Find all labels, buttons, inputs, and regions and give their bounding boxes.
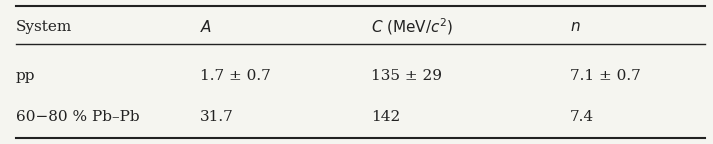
Text: 142: 142 <box>371 110 400 124</box>
Text: $C$ (MeV/$c^{2}$): $C$ (MeV/$c^{2}$) <box>371 16 453 37</box>
Text: $A$: $A$ <box>200 19 212 35</box>
Text: 1.7 ± 0.7: 1.7 ± 0.7 <box>200 69 271 83</box>
Text: 7.4: 7.4 <box>570 110 594 124</box>
Text: 135 ± 29: 135 ± 29 <box>371 69 442 83</box>
Text: $n$: $n$ <box>570 19 580 34</box>
Text: 60−80 % Pb–Pb: 60−80 % Pb–Pb <box>16 110 139 124</box>
Text: 7.1 ± 0.7: 7.1 ± 0.7 <box>570 69 640 83</box>
Text: pp: pp <box>16 69 35 83</box>
Text: 31.7: 31.7 <box>200 110 234 124</box>
Text: System: System <box>16 20 72 34</box>
